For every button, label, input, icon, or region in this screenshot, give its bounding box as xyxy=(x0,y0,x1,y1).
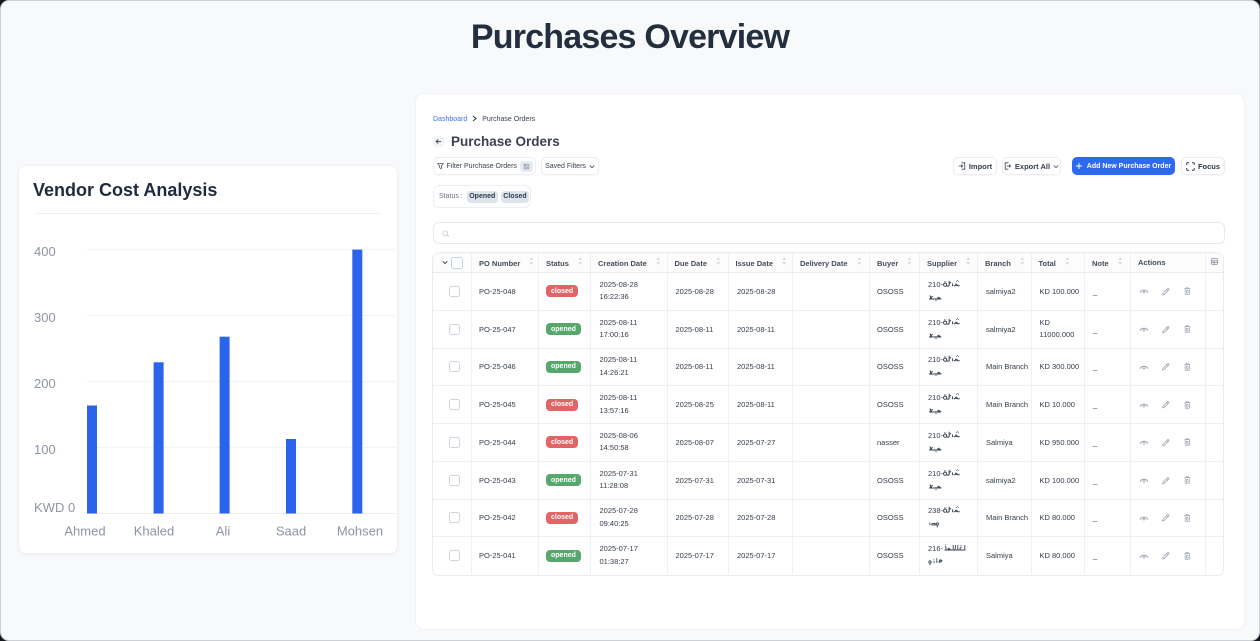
svg-text:Ahmed: Ahmed xyxy=(64,524,105,539)
svg-text:Ali: Ali xyxy=(216,524,231,539)
svg-text:Khaled: Khaled xyxy=(134,524,174,539)
svg-text:100: 100 xyxy=(34,442,56,457)
svg-text:Mohsen: Mohsen xyxy=(337,524,383,539)
svg-text:300: 300 xyxy=(34,310,56,325)
svg-text:KWD 0: KWD 0 xyxy=(34,500,75,515)
svg-text:200: 200 xyxy=(34,376,56,391)
svg-text:400: 400 xyxy=(34,244,56,259)
svg-text:Saad: Saad xyxy=(276,524,306,539)
